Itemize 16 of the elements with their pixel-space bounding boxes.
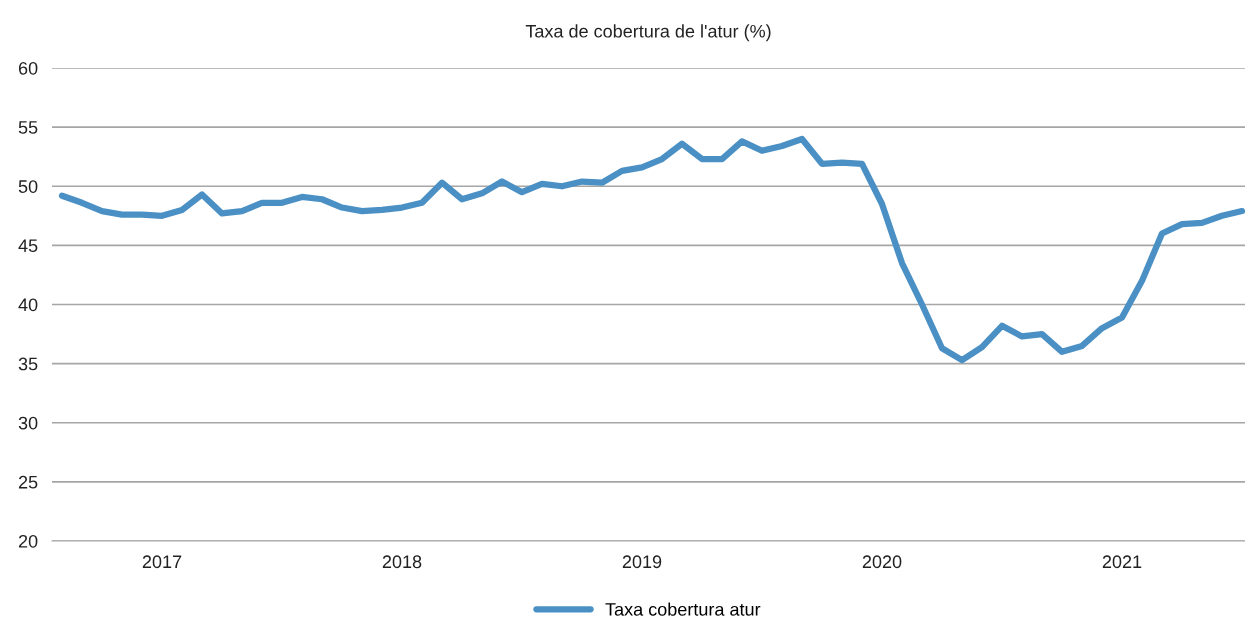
legend-label: Taxa cobertura atur [605, 602, 761, 616]
x-tick-label: 2017 [142, 555, 182, 569]
y-tick-label: 55 [18, 121, 38, 134]
y-tick-label: 25 [18, 475, 38, 489]
y-tick-label: 35 [18, 357, 38, 371]
x-tick-label: 2018 [382, 555, 422, 569]
y-tick-label: 30 [18, 416, 38, 430]
y-tick-label: 45 [18, 239, 38, 253]
y-tick-label: 40 [18, 298, 38, 312]
x-tick-label: 2021 [1102, 555, 1142, 569]
y-tick-label: 50 [18, 180, 38, 193]
x-tick-label: 2019 [622, 555, 662, 569]
y-tick-label: 20 [18, 534, 38, 548]
y-tick-label: 60 [18, 61, 38, 75]
x-tick-label: 2020 [862, 555, 902, 569]
chart-title: Taxa de cobertura de l'atur (%) [525, 24, 771, 42]
